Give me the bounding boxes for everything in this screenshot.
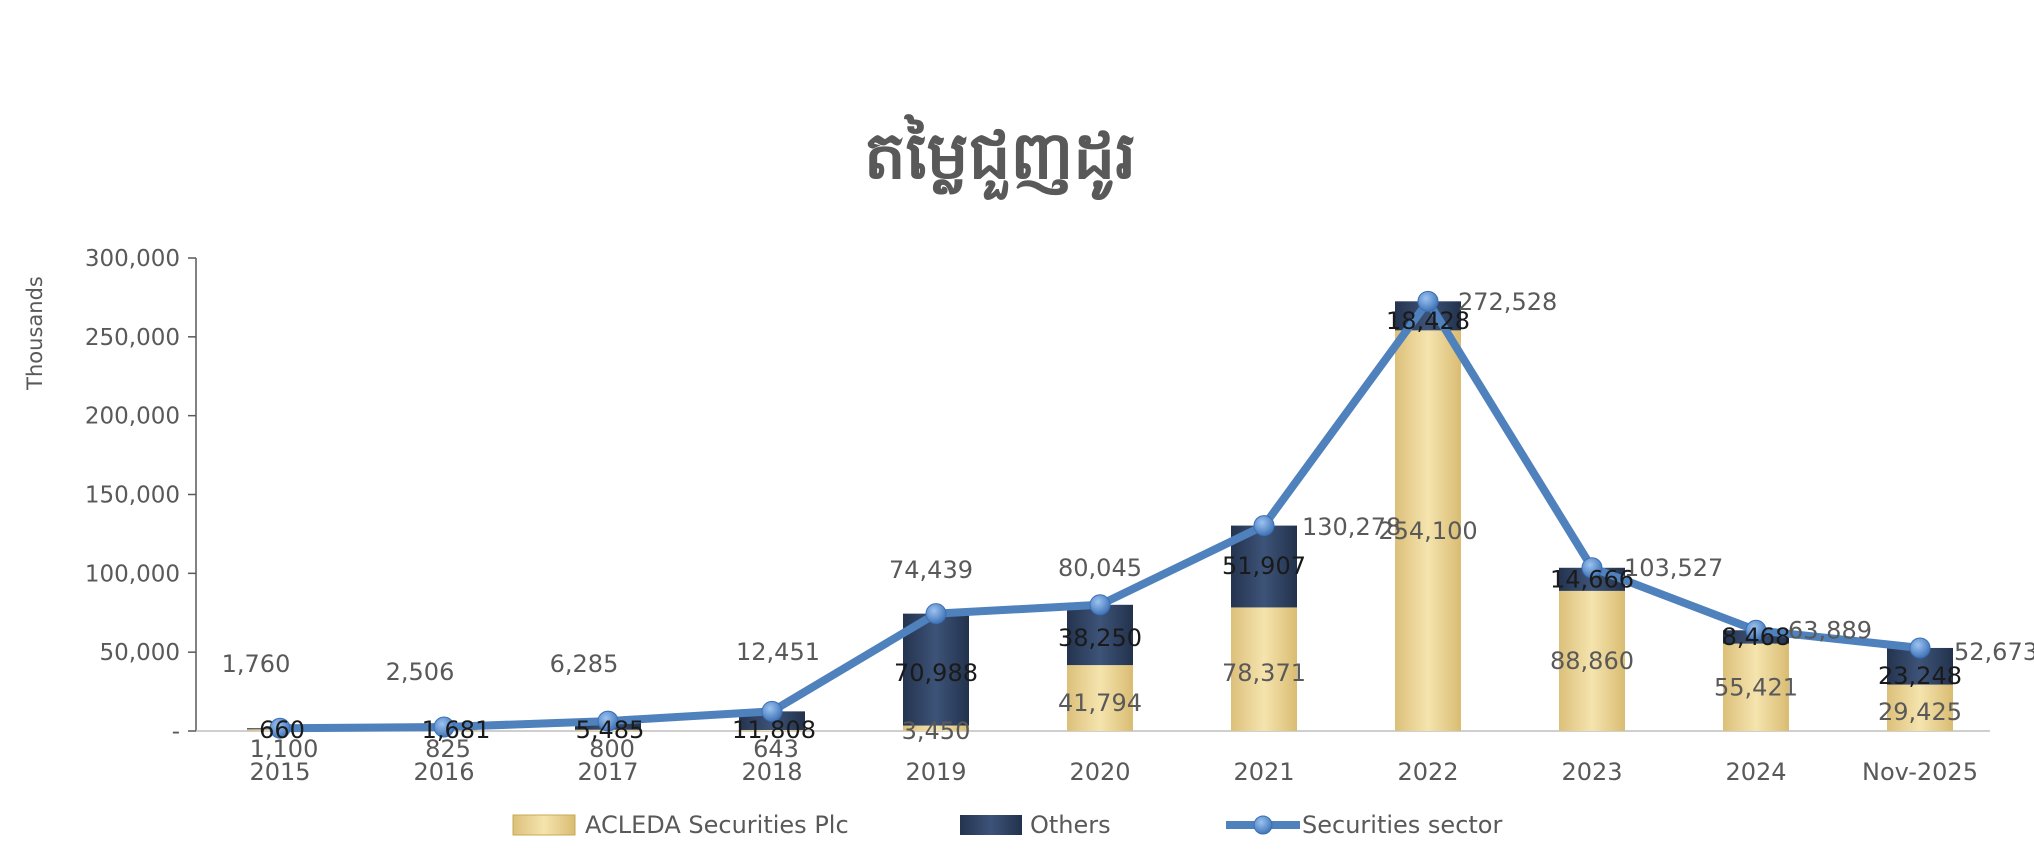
data-label-acleda: 78,371 xyxy=(1222,659,1306,687)
data-label-securities-sector: 52,673 xyxy=(1954,638,2034,666)
y-axis-title: Thousands xyxy=(23,276,47,391)
data-label-others: 18,428 xyxy=(1386,307,1470,335)
data-label-acleda: 825 xyxy=(425,735,471,763)
legend-label-others: Others xyxy=(1030,811,1111,839)
bar-acleda xyxy=(1231,607,1297,731)
legend-swatch-acleda xyxy=(512,814,576,836)
point-securities-sector xyxy=(433,716,455,738)
bar-acleda xyxy=(1559,590,1625,731)
data-label-securities-sector: 12,451 xyxy=(736,638,820,666)
bar-acleda xyxy=(739,729,805,731)
legend-item-acleda: ACLEDA Securities Plc xyxy=(512,811,849,839)
data-label-others: 5,485 xyxy=(576,716,645,744)
y-tick-label: 150,000 xyxy=(85,483,180,509)
data-label-others: 38,250 xyxy=(1058,624,1142,652)
bar-acleda xyxy=(1887,684,1953,731)
data-label-securities-sector: 103,527 xyxy=(1624,554,1723,582)
securities-sector-line xyxy=(269,290,1931,739)
point-securities-sector xyxy=(1745,619,1767,641)
legend-label-acleda: ACLEDA Securities Plc xyxy=(585,811,849,839)
data-label-others: 70,988 xyxy=(894,659,978,687)
x-tick-label: 2023 xyxy=(1561,758,1622,786)
x-tick-label: 2020 xyxy=(1069,758,1130,786)
point-securities-sector xyxy=(269,717,291,739)
legend-swatch-others xyxy=(960,815,1022,835)
x-tick-label: 2015 xyxy=(249,758,310,786)
x-axis-ticks: 2015 2016 2017 2018 2019 2020 2021 2022 2023 2024… xyxy=(249,758,1978,786)
x-tick-label: 2018 xyxy=(741,758,802,786)
y-axis-ticks: - 50,000 100,000 150,000 200,000 250,000 300,0… xyxy=(85,246,196,745)
data-label-others: 11,808 xyxy=(732,716,816,744)
x-tick-label: Nov-2025 xyxy=(1862,758,1978,786)
data-label-securities-sector: 2,506 xyxy=(386,658,455,686)
bar-acleda xyxy=(1395,330,1461,731)
data-label-securities-sector: 130,278 xyxy=(1302,513,1401,541)
data-label-securities-sector: 6,285 xyxy=(550,650,619,678)
data-label-acleda: 800 xyxy=(589,735,635,763)
data-label-acleda: 88,860 xyxy=(1550,647,1634,675)
legend-item-securities-sector: Securities sector xyxy=(1226,811,1502,839)
data-label-securities-sector: 80,045 xyxy=(1058,554,1142,582)
data-label-acleda: 41,794 xyxy=(1058,689,1142,717)
data-label-acleda: 643 xyxy=(753,735,799,763)
point-securities-sector xyxy=(1581,557,1603,579)
point-securities-sector xyxy=(1089,594,1111,616)
bar-others xyxy=(903,613,969,726)
data-label-securities-sector: 1,760 xyxy=(222,650,291,678)
x-tick-label: 2016 xyxy=(413,758,474,786)
y-tick-label: 50,000 xyxy=(100,640,180,666)
data-label-securities-sector: 74,439 xyxy=(889,556,973,584)
point-securities-sector xyxy=(925,603,947,625)
bar-acleda xyxy=(1067,665,1133,731)
point-securities-sector xyxy=(1909,637,1931,659)
data-label-securities-sector: 63,889 xyxy=(1788,616,1872,644)
data-label-acleda: 254,100 xyxy=(1378,517,1477,545)
y-tick-label: 100,000 xyxy=(85,561,180,587)
x-tick-label: 2017 xyxy=(577,758,638,786)
bar-acleda xyxy=(903,725,969,731)
data-label-others: 660 xyxy=(259,716,305,744)
data-label-securities-sector: 272,528 xyxy=(1458,288,1557,316)
bars xyxy=(247,301,1953,731)
x-tick-label: 2022 xyxy=(1397,758,1458,786)
y-tick-label: 200,000 xyxy=(85,404,180,430)
x-tick-label: 2021 xyxy=(1233,758,1294,786)
data-label-acleda: 3,450 xyxy=(902,717,971,745)
point-securities-sector xyxy=(761,700,783,722)
data-label-others: 1,681 xyxy=(422,716,491,744)
legend-label-securities-sector: Securities sector xyxy=(1302,811,1502,839)
data-label-others: 23,248 xyxy=(1878,662,1962,690)
legend-item-others: Others xyxy=(960,811,1111,839)
data-label-acleda: 1,100 xyxy=(250,735,319,763)
y-tick-label: 250,000 xyxy=(85,325,180,351)
data-label-acleda: 29,425 xyxy=(1878,698,1962,726)
data-label-others: 14,666 xyxy=(1550,565,1634,593)
point-securities-sector xyxy=(1253,515,1275,537)
y-tick-label: - xyxy=(172,719,180,745)
data-label-others: 8,468 xyxy=(1722,623,1791,651)
bar-acleda xyxy=(1723,643,1789,731)
point-securities-sector xyxy=(1417,290,1439,312)
legend-marker-securities-sector xyxy=(1253,815,1273,835)
chart-title: តម្លៃជួញដូរ xyxy=(864,114,1136,200)
y-tick-label: 300,000 xyxy=(85,246,180,272)
x-tick-label: 2019 xyxy=(905,758,966,786)
point-securities-sector xyxy=(597,710,619,732)
data-label-others: 51,907 xyxy=(1222,552,1306,580)
data-label-acleda: 55,421 xyxy=(1714,673,1798,701)
legend: ACLEDA Securities Plc Others Securities … xyxy=(512,811,1502,839)
x-tick-label: 2024 xyxy=(1725,758,1786,786)
